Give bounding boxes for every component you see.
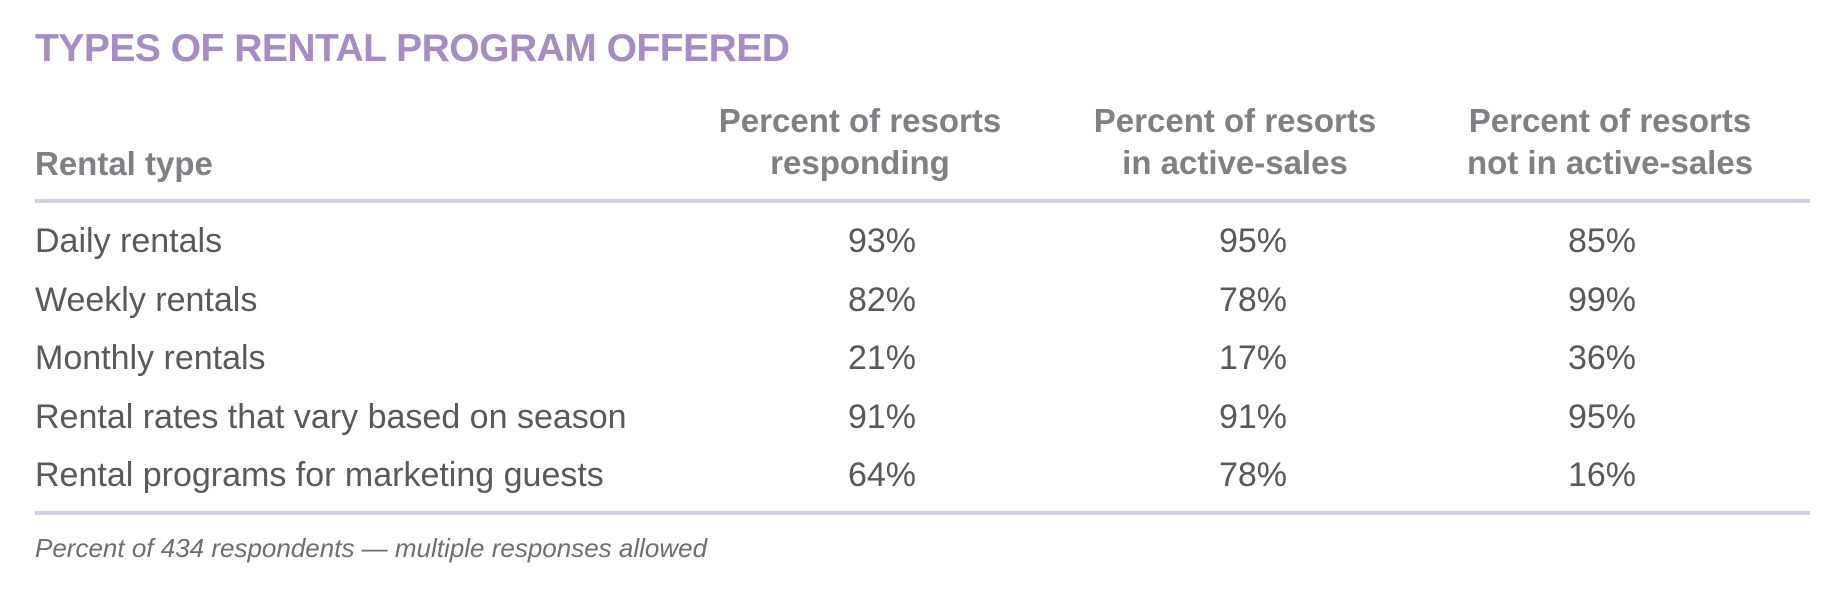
header-line: responding <box>770 144 950 181</box>
header-divider <box>35 199 1810 203</box>
responding-cell: 82% <box>847 281 916 319</box>
not-active-sales-cell: 36% <box>1567 339 1636 377</box>
active-sales-cell: 95% <box>1218 222 1287 260</box>
table-row: Rental programs for marketing guests 64%… <box>0 446 1835 504</box>
rental-type-cell: Rental programs for marketing guests <box>35 456 604 494</box>
header-not-active-sales: Percent of resorts not in active-sales <box>1430 100 1790 184</box>
header-line: Percent of resorts <box>718 102 1002 139</box>
rental-type-cell: Rental rates that vary based on season <box>35 398 627 436</box>
header-line: Percent of resorts <box>1093 102 1377 139</box>
active-sales-cell: 78% <box>1218 281 1287 319</box>
footnote: Percent of 434 respondents — multiple re… <box>35 533 708 563</box>
header-responding: Percent of resorts responding <box>680 100 1040 184</box>
active-sales-cell: 17% <box>1218 339 1287 377</box>
table-row: Weekly rentals 82% 78% 99% <box>0 271 1835 329</box>
footer-divider <box>35 511 1810 515</box>
header-rental-type: Rental type <box>35 145 213 182</box>
responding-cell: 93% <box>847 222 916 260</box>
table-row: Rental rates that vary based on season 9… <box>0 388 1835 446</box>
responding-cell: 91% <box>847 398 916 436</box>
responding-cell: 21% <box>847 339 916 377</box>
not-active-sales-cell: 99% <box>1567 281 1636 319</box>
rental-type-cell: Weekly rentals <box>35 281 258 319</box>
table-row: Monthly rentals 21% 17% 36% <box>0 329 1835 387</box>
not-active-sales-cell: 95% <box>1567 398 1636 436</box>
header-line: not in active-sales <box>1466 144 1754 181</box>
not-active-sales-cell: 16% <box>1567 456 1636 494</box>
rental-type-cell: Monthly rentals <box>35 339 266 377</box>
table-row: Daily rentals 93% 95% 85% <box>0 212 1835 270</box>
header-line: in active-sales <box>1122 144 1348 181</box>
header-active-sales: Percent of resorts in active-sales <box>1055 100 1415 184</box>
rental-type-cell: Daily rentals <box>35 222 223 260</box>
header-line: Percent of resorts <box>1468 102 1752 139</box>
table-title: TYPES OF RENTAL PROGRAM OFFERED <box>35 27 790 70</box>
responding-cell: 64% <box>847 456 916 494</box>
not-active-sales-cell: 85% <box>1567 222 1636 260</box>
active-sales-cell: 91% <box>1218 398 1287 436</box>
active-sales-cell: 78% <box>1218 456 1287 494</box>
